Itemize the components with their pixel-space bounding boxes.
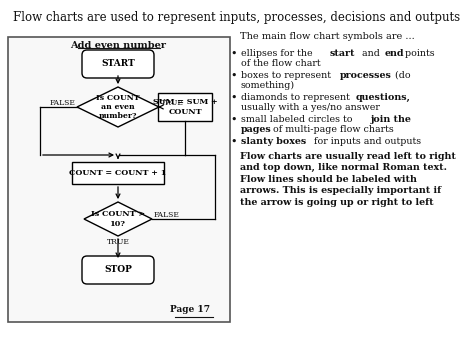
Text: something): something) [241,81,295,90]
Text: FALSE: FALSE [49,99,75,107]
Polygon shape [77,87,159,127]
Text: The main flow chart symbols are ...: The main flow chart symbols are ... [240,32,415,41]
Text: end: end [384,49,404,58]
Polygon shape [84,202,152,236]
Text: of multi-page flow charts: of multi-page flow charts [270,125,394,134]
Text: and: and [359,49,383,58]
Text: FALSE: FALSE [154,211,180,219]
Text: questions,: questions, [356,93,410,102]
Text: COUNT = COUNT + 1: COUNT = COUNT + 1 [69,169,167,177]
Text: Page 17: Page 17 [170,305,210,314]
Text: Add even number: Add even number [70,41,166,50]
Text: START: START [101,60,135,69]
Text: Is COUNT
an even
number?: Is COUNT an even number? [96,94,140,120]
Text: •: • [230,115,237,125]
Text: SUM = SUM +
COUNT: SUM = SUM + COUNT [153,98,217,116]
Text: •: • [230,49,237,59]
Text: pages: pages [241,125,272,134]
Text: (do: (do [392,71,411,80]
Text: Flow charts are used to represent inputs, processes, decisions and outputs: Flow charts are used to represent inputs… [13,11,461,24]
Text: boxes to represent: boxes to represent [241,71,334,80]
Text: Flow charts are usually read left to right
and top down, like normal Roman text.: Flow charts are usually read left to rig… [240,152,456,207]
Text: •: • [230,71,237,81]
Text: TRUE: TRUE [161,99,184,107]
Text: TRUE: TRUE [107,238,129,246]
Text: start: start [329,49,355,58]
Text: slanty boxes: slanty boxes [241,137,306,146]
Text: STOP: STOP [104,266,132,274]
Text: Is COUNT >
10?: Is COUNT > 10? [91,211,145,228]
Text: of the flow chart: of the flow chart [241,59,320,68]
Text: small labeled circles to: small labeled circles to [241,115,356,124]
Text: usually with a yes/no answer: usually with a yes/no answer [241,103,380,112]
Text: processes: processes [340,71,392,80]
Text: join the: join the [371,115,412,124]
FancyBboxPatch shape [158,93,212,121]
FancyBboxPatch shape [72,162,164,184]
FancyBboxPatch shape [82,50,154,78]
Text: for inputs and outputs: for inputs and outputs [311,137,421,146]
Text: points: points [402,49,435,58]
FancyBboxPatch shape [82,256,154,284]
Text: diamonds to represent: diamonds to represent [241,93,353,102]
Text: ellipses for the: ellipses for the [241,49,316,58]
Text: •: • [230,93,237,103]
FancyBboxPatch shape [8,37,230,322]
Text: •: • [230,137,237,147]
